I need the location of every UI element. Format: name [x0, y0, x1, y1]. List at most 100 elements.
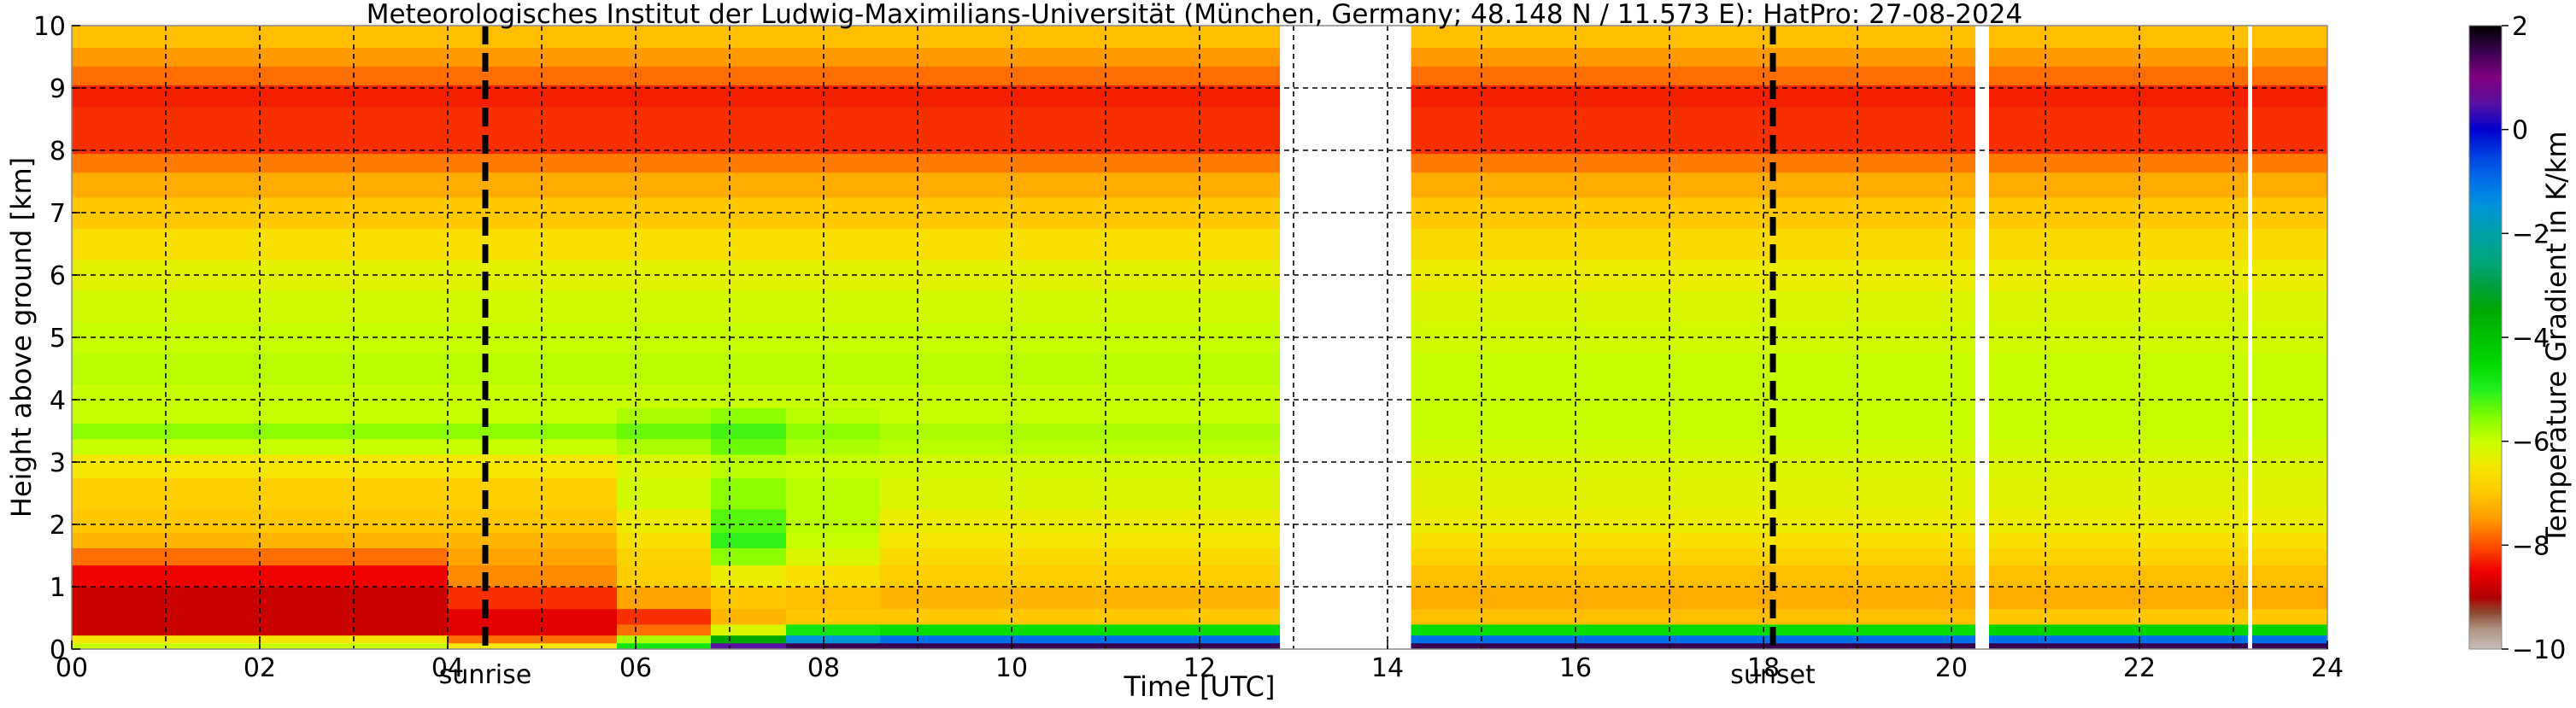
heatmap-cell	[2252, 353, 2327, 385]
heatmap-cell	[448, 547, 618, 566]
heatmap-cell	[880, 547, 1281, 566]
heatmap-cell	[2252, 106, 2327, 132]
heatmap-cell	[1411, 587, 1976, 610]
heatmap-cell	[448, 635, 618, 644]
heatmap-cell	[2252, 587, 2327, 610]
y-tick-label: 0	[50, 635, 66, 665]
heatmap-cell	[786, 383, 881, 408]
heatmap-cell	[1411, 635, 1976, 644]
x-tick-label: 04	[431, 653, 464, 683]
heatmap-cell	[711, 228, 787, 260]
heatmap-cell	[2252, 438, 2327, 455]
y-tick-label: 10	[33, 12, 66, 42]
heatmap-cell	[1989, 259, 2249, 291]
y-tick-label: 1	[50, 573, 66, 603]
heatmap-cell	[880, 587, 1281, 610]
heatmap-cell	[786, 423, 881, 440]
x-tick-label: 16	[1559, 653, 1592, 683]
heatmap-cell	[711, 153, 787, 173]
heatmap-cell	[1989, 407, 2249, 424]
heatmap-cell	[711, 508, 787, 533]
heatmap-cell	[880, 423, 1281, 440]
heatmap-cell	[786, 26, 881, 49]
y-tick-label: 9	[50, 74, 66, 104]
heatmap-cell	[1989, 477, 2249, 510]
heatmap-cell	[617, 587, 712, 610]
heatmap-cell	[711, 608, 787, 625]
heatmap-cell	[711, 532, 787, 548]
heatmap-cell	[1989, 353, 2249, 385]
heatmap-cell	[448, 106, 618, 132]
grid-lines	[72, 26, 2327, 649]
event-lines: sunrise sunset	[439, 26, 1816, 690]
colorbar-tick-label: 2	[2512, 12, 2528, 42]
heatmap-cell	[2252, 635, 2327, 644]
heatmap-cell	[711, 623, 787, 636]
heatmap-cell	[711, 453, 787, 478]
heatmap-cell	[1989, 532, 2249, 548]
heatmap-cell	[711, 172, 787, 198]
heatmap-cell	[448, 172, 618, 198]
heatmap-cell	[1411, 47, 1976, 67]
heatmap-cell	[2252, 532, 2327, 548]
colorbar-tick-label: 0	[2512, 116, 2528, 146]
colorbar-label: Temperature Gradient in K/km	[2540, 131, 2573, 544]
heatmap-cell	[880, 228, 1281, 260]
heatmap-cell	[786, 66, 881, 85]
heatmap-cell	[1989, 565, 2249, 588]
heatmap-cell	[880, 508, 1281, 533]
heatmap-cell	[617, 153, 712, 173]
heatmap-cell	[880, 106, 1281, 132]
heatmap-cell	[880, 565, 1281, 588]
heatmap-cell	[1411, 383, 1976, 408]
y-tick-label: 8	[50, 137, 66, 167]
x-tick-label: 18	[1747, 653, 1780, 683]
heatmap-cell	[711, 642, 787, 649]
heatmap-cell	[2252, 172, 2327, 198]
heatmap-cell	[786, 47, 881, 67]
x-axis-ticks: 00 02 04 06 08 10 12 14 16 18 20 22 24	[56, 641, 2344, 683]
heatmap-cell	[1411, 353, 1976, 385]
heatmap-cell	[786, 642, 881, 649]
colorbar-tick-label: −6	[2512, 428, 2550, 458]
heatmap-cell	[2252, 547, 2327, 566]
heatmap-cell	[711, 383, 787, 408]
heatmap-cell	[1989, 508, 2249, 533]
heatmap-cell	[617, 642, 712, 649]
heatmap-cell	[1989, 423, 2249, 440]
heatmap-cell	[2252, 153, 2327, 173]
heatmap-cell	[880, 172, 1281, 198]
heatmap-cell	[1989, 47, 2249, 67]
heatmap-cell	[786, 172, 881, 198]
heatmap-cell	[786, 290, 881, 323]
x-tick-label: 20	[1935, 653, 1968, 683]
heatmap-cell	[1989, 132, 2249, 155]
heatmap-cell	[786, 635, 881, 644]
heatmap-cell	[786, 407, 881, 424]
heatmap-cell	[617, 353, 712, 385]
y-axis-ticks: 0 1 2 3 4 5 6 7 8 9 10	[33, 12, 80, 665]
heatmap-cell	[880, 153, 1281, 173]
heatmap-cell	[711, 26, 787, 49]
heatmap-cell	[617, 635, 712, 644]
heatmap-cell	[2252, 623, 2327, 636]
heatmap-cell	[711, 477, 787, 510]
heatmap-cell	[448, 290, 618, 323]
heatmap-cell	[2252, 26, 2327, 49]
x-tick-label: 00	[56, 653, 88, 683]
heatmap-cell	[1989, 172, 2249, 198]
heatmap-cell	[1989, 438, 2249, 455]
heatmap-cell	[1411, 438, 1976, 455]
heatmap-cell	[448, 587, 618, 610]
heatmap-cell	[880, 26, 1281, 49]
sunrise-label: sunrise	[439, 660, 531, 690]
heatmap-cell	[617, 228, 712, 260]
colorbar-ticks: 2 0 −2 −4 −6 −8 −10	[2502, 12, 2566, 665]
heatmap-cell	[711, 407, 787, 424]
heatmap-cell	[786, 608, 881, 625]
heatmap-cell	[617, 290, 712, 323]
heatmap-cell	[617, 423, 712, 440]
heatmap-cell	[2252, 228, 2327, 260]
